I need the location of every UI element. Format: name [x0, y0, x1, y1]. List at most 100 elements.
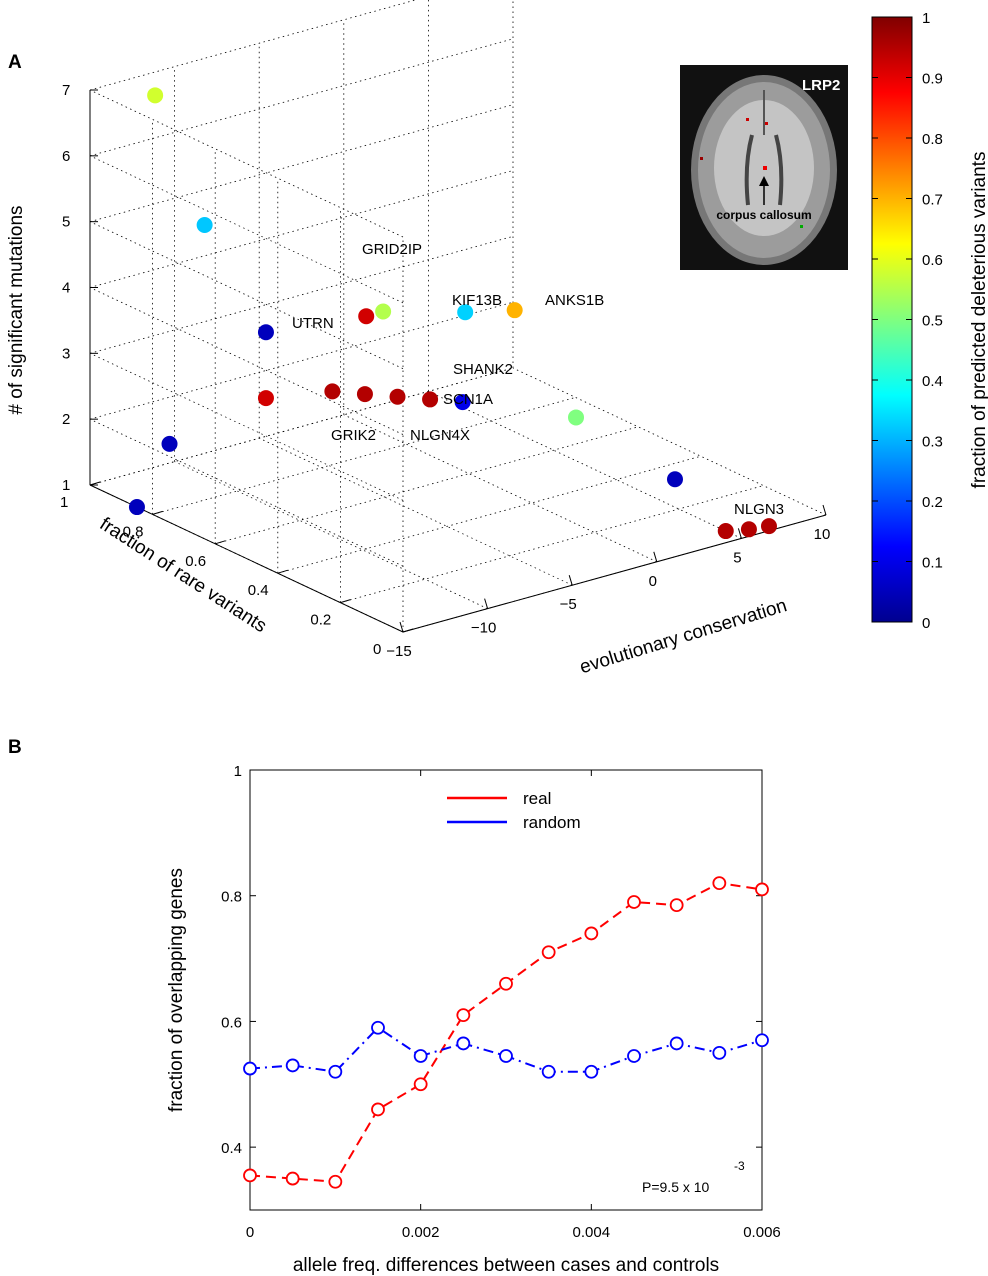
y-tick-label: 0 — [649, 573, 657, 590]
x-tick-mark — [340, 599, 351, 604]
series-marker — [285, 1058, 300, 1073]
a-y-ticks: −15 −10 −5 0 5 10 — [386, 504, 831, 660]
b-x-tick-label: 0 — [246, 1224, 254, 1241]
scatter-point — [717, 523, 734, 540]
series-marker — [627, 895, 641, 909]
scatter-point — [568, 409, 585, 426]
b-y-axis-label: fraction of overlapping genes — [166, 868, 187, 1112]
series-marker — [243, 1061, 257, 1076]
series-marker — [243, 1168, 257, 1183]
scatter-point — [457, 304, 474, 321]
grid-line — [343, 414, 657, 563]
colorbar-tick-label: 0.6 — [922, 252, 943, 269]
grid-line — [89, 89, 404, 238]
a-y-axis-label: evolutionary conservation — [577, 595, 789, 678]
x-tick-mark — [152, 510, 163, 515]
scatter-point — [454, 394, 471, 411]
b-x-tick-label: 0.002 — [402, 1224, 440, 1241]
grid-line — [89, 155, 404, 304]
b-y-tick-label: 0.6 — [221, 1014, 242, 1031]
x-tick-label: 0.2 — [310, 612, 331, 629]
colorbar-tick-label: 0.9 — [922, 71, 943, 88]
grid-line — [89, 38, 514, 157]
series-marker — [712, 1045, 727, 1060]
b-y-tick-label: 0.4 — [221, 1140, 242, 1157]
gene-label: NLGN4X — [410, 427, 470, 444]
grid-line — [215, 426, 639, 545]
gene-label: ANKS1B — [545, 292, 604, 309]
y-tick-mark — [568, 575, 573, 586]
variant-dot — [700, 157, 703, 160]
grid-line — [428, 391, 742, 539]
x-tick-label: 0.8 — [123, 523, 144, 540]
x-tick-label: 1 — [60, 494, 68, 511]
ventricles — [744, 134, 784, 206]
y-tick-mark — [822, 504, 827, 516]
series-marker — [712, 876, 727, 891]
colorbar-label: fraction of predicted deleterious varian… — [969, 152, 988, 489]
y-tick-label: −15 — [386, 643, 411, 660]
b-x-axis-label: allele freq. differences between cases a… — [293, 1255, 719, 1276]
z-tick-label: 4 — [62, 280, 70, 297]
arrow-head-icon — [759, 176, 769, 186]
series-marker — [456, 1036, 471, 1051]
colorbar-tick-label: 0 — [922, 615, 930, 632]
brain-mri-inset: LRP2 corpus callosum — [680, 65, 848, 270]
inset-title: LRP2 — [802, 77, 840, 94]
series-marker — [328, 1174, 343, 1189]
series-marker — [755, 882, 769, 897]
variant-dot — [800, 225, 803, 228]
a-points — [128, 87, 777, 540]
gene-label: SHANK2 — [453, 361, 513, 378]
panel-b-line-chart: 0 0.002 0.004 0.006 0.40.60.81 real random … — [166, 763, 781, 1276]
scatter-point — [375, 303, 392, 320]
legend-real-label: real — [523, 789, 551, 808]
z-tick-label: 6 — [62, 148, 70, 165]
a-x-ticks: 1 0.8 0.6 0.4 0.2 0 — [60, 481, 414, 658]
x-tick-label: 0.6 — [185, 553, 206, 570]
y-tick-label: 10 — [814, 526, 831, 543]
z-tick-label: 2 — [62, 411, 70, 428]
colorbar-tick-label: 0.1 — [922, 555, 943, 572]
x-tick-mark — [215, 540, 226, 545]
series-marker — [669, 898, 684, 913]
scatter-point — [257, 324, 274, 341]
z-tick-label: 3 — [62, 345, 70, 362]
z-tick-label: 7 — [62, 82, 70, 99]
grid-line — [340, 485, 764, 603]
series-marker — [413, 1049, 428, 1063]
series-marker — [371, 1020, 385, 1035]
a-x-axis-label: fraction of rare variants — [96, 514, 270, 637]
gene-label: NLGN3 — [734, 501, 784, 518]
y-tick-label: 5 — [733, 549, 741, 566]
colorbar — [871, 16, 913, 623]
series-marker — [584, 926, 599, 941]
series-marker — [541, 945, 556, 960]
grid-line — [259, 437, 573, 586]
scatter-point — [356, 386, 373, 403]
a-z-axis-label: # of significant mutations — [6, 205, 27, 414]
gene-label: GRID2IP — [362, 241, 422, 258]
scatter-point — [147, 87, 164, 104]
b-pvalue-annotation: P=9.5 x 10 — [642, 1179, 710, 1195]
series-marker — [755, 1033, 769, 1048]
colorbar-tick-label: 0.8 — [922, 131, 943, 148]
legend-random-label: random — [523, 813, 581, 832]
scatter-point — [128, 499, 145, 516]
b-x-tick-label: 0.006 — [743, 1224, 781, 1241]
colorbar-tick-label: 0.3 — [922, 434, 943, 451]
grid-line — [174, 461, 488, 609]
colorbar-tick-label: 0.5 — [922, 313, 943, 330]
b-y-tick-label: 0.8 — [221, 889, 242, 906]
grid-line — [89, 367, 514, 486]
a-z-ticks: 1 2 3 4 5 6 7 — [62, 82, 98, 494]
y-tick-label: −5 — [560, 596, 577, 613]
x-tick-mark — [402, 628, 414, 633]
b-x-ticks: 0 0.002 0.004 0.006 — [246, 770, 781, 1241]
scatter-point — [422, 391, 439, 408]
series-marker — [499, 976, 513, 991]
series-marker — [627, 1049, 641, 1063]
series-marker — [285, 1171, 300, 1186]
x-tick-mark — [89, 481, 101, 486]
